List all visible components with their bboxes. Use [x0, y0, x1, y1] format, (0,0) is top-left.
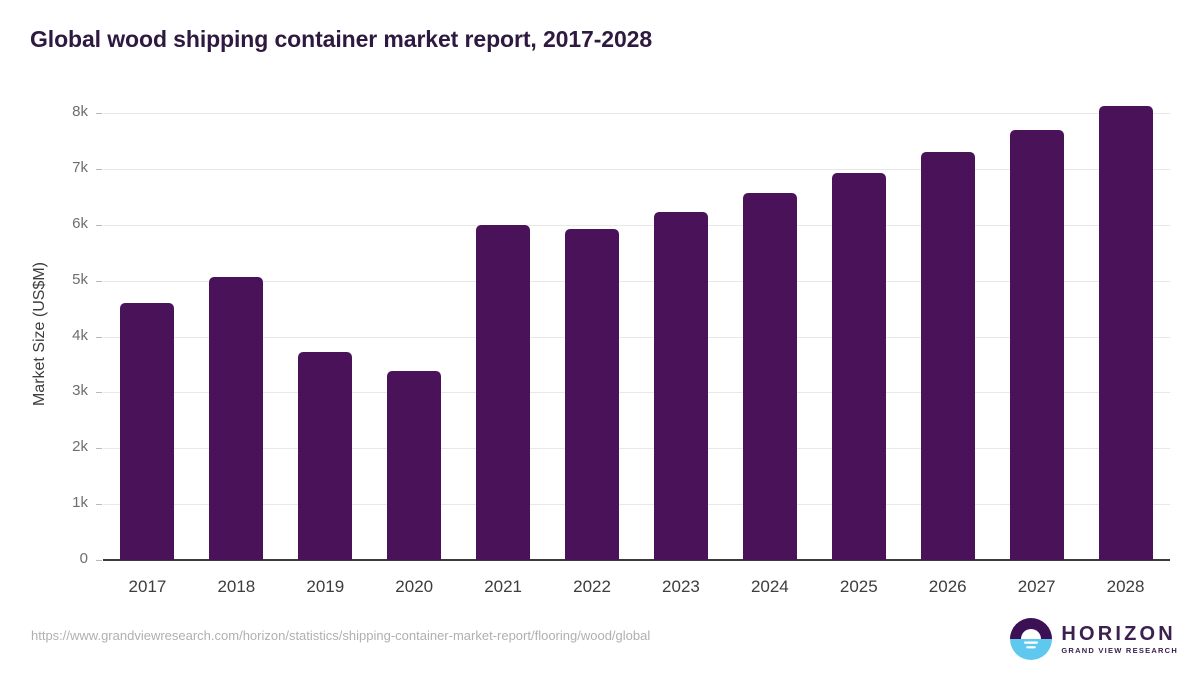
y-axis-tick-mark	[96, 168, 102, 170]
x-axis-line	[103, 559, 1170, 561]
source-url[interactable]: https://www.grandviewresearch.com/horizo…	[31, 628, 651, 643]
bar-series	[103, 105, 1170, 560]
x-axis-tick-label: 2028	[1106, 577, 1145, 596]
logo-wordmark: HORIZON	[1061, 622, 1176, 645]
logo-subtitle: GRAND VIEW RESEARCH	[1061, 645, 1178, 655]
bar[interactable]	[831, 172, 886, 560]
x-axis-tick-label: 2021	[484, 577, 523, 596]
bar[interactable]	[653, 211, 708, 560]
bar-group[interactable]	[298, 113, 353, 560]
bar-group[interactable]	[920, 113, 975, 560]
x-axis-tick-label: 2018	[217, 577, 256, 596]
y-axis-tick-mark	[96, 113, 102, 114]
gridline	[103, 336, 1170, 338]
x-axis-tick-label: 2019	[306, 577, 345, 596]
y-axis-tick-label: 1k	[72, 494, 88, 512]
gridline	[103, 392, 1170, 394]
bar[interactable]	[1009, 129, 1064, 560]
gridline	[103, 448, 1170, 450]
horizon-logo-text: HORIZON GRAND VIEW RESEARCH	[1061, 624, 1178, 655]
gridline	[103, 280, 1170, 282]
x-axis-tick-label: 2027	[1017, 577, 1056, 596]
y-axis-tick-mark	[96, 280, 102, 282]
x-axis-tick-label: 2024	[750, 577, 789, 596]
y-axis-tick-mark	[96, 392, 102, 394]
y-axis-tick-label: 8k	[72, 103, 88, 120]
gridline	[103, 224, 1170, 226]
x-axis-tick-label: 2023	[662, 577, 700, 596]
y-axis-tick-mark	[96, 560, 102, 561]
bar[interactable]	[565, 229, 620, 560]
bar[interactable]	[476, 225, 531, 560]
bar-group[interactable]	[1009, 113, 1064, 560]
y-axis-tick-mark	[96, 448, 102, 450]
x-axis-tick-label: 2017	[128, 577, 167, 596]
y-axis-tick-label: 5k	[72, 270, 88, 288]
x-axis-tick-label: 2022	[573, 577, 611, 596]
bar-group[interactable]	[387, 113, 442, 560]
bar[interactable]	[1098, 105, 1153, 560]
bar-group[interactable]	[831, 113, 886, 560]
bar[interactable]	[742, 192, 797, 560]
x-axis-tick-label: 2026	[928, 577, 967, 596]
horizon-logo-icon	[1010, 618, 1053, 660]
bar-group[interactable]	[1098, 105, 1153, 560]
page-title: Global wood shipping container market re…	[30, 26, 653, 52]
y-axis-tick-mark	[96, 336, 102, 338]
x-axis-tick-label: 2025	[839, 577, 878, 596]
bar-group[interactable]	[120, 113, 175, 560]
y-axis-tick-mark	[96, 224, 102, 226]
bar[interactable]	[387, 370, 442, 560]
y-axis-tick-label: 2k	[72, 438, 88, 456]
bar-group[interactable]	[653, 113, 708, 560]
bar-group[interactable]	[565, 113, 620, 560]
y-axis-tick-mark	[96, 504, 102, 506]
gridline	[103, 504, 1170, 506]
bar-group[interactable]	[476, 113, 531, 560]
y-axis-tick-label: 3k	[72, 382, 88, 400]
bar-group[interactable]	[742, 113, 797, 560]
bar-group[interactable]	[209, 113, 264, 560]
gridline	[103, 168, 1170, 170]
bar[interactable]	[209, 276, 264, 560]
y-axis-tick-label: 4k	[72, 326, 88, 344]
bar[interactable]	[920, 152, 975, 560]
horizon-logo: HORIZON GRAND VIEW RESEARCH	[1010, 618, 1178, 660]
bar[interactable]	[120, 302, 175, 560]
gridline	[103, 113, 1170, 114]
x-axis-tick-label: 2020	[395, 577, 434, 596]
y-axis-tick-label: 7k	[72, 158, 88, 176]
y-axis-tick-label: 6k	[72, 214, 88, 232]
y-axis-tick-label: 0	[79, 550, 88, 567]
plot-area: 0 1k 2k 3k 4k 5k 6k 7k 8k 2017 2018 2019 2020 2021 20…	[72, 103, 1170, 596]
bar[interactable]	[298, 352, 353, 560]
